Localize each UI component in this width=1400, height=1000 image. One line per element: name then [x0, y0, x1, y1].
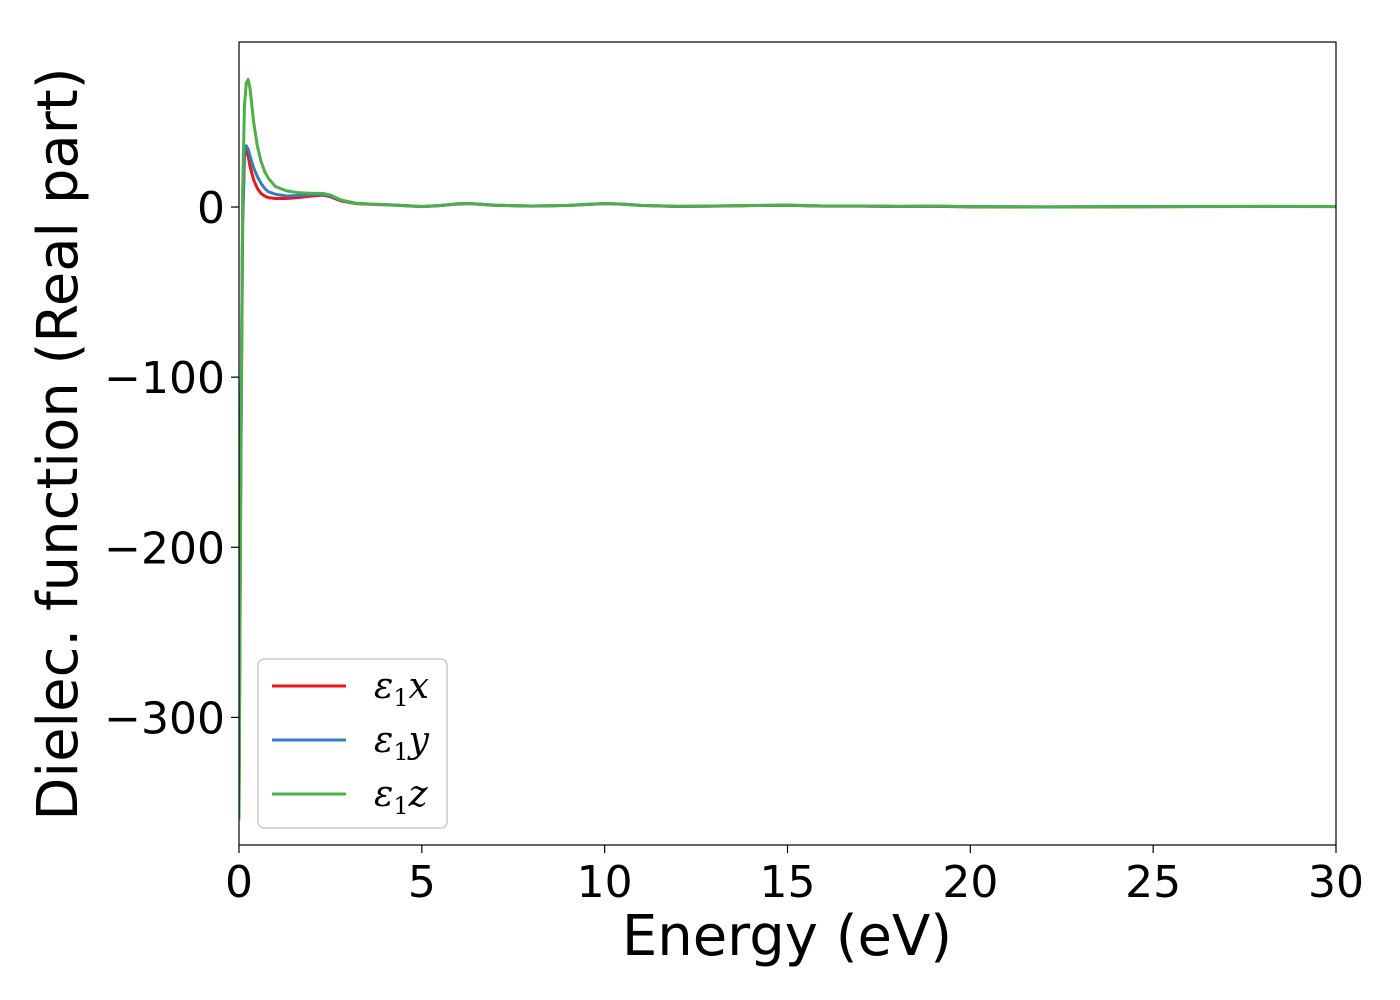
- y-tick-label: −300: [104, 693, 225, 744]
- series-line-z: [239, 77, 1336, 820]
- legend-frame: [257, 658, 448, 829]
- x-tick-label: 25: [1125, 857, 1181, 908]
- x-axis-label: Energy (eV): [622, 904, 952, 969]
- x-tick-label: 5: [408, 857, 436, 908]
- x-tick-label: 15: [760, 857, 816, 908]
- y-axis-label: Dielec. function (Real part): [26, 67, 91, 820]
- x-tick-label: 10: [577, 857, 633, 908]
- legend-label-x: ε1x: [374, 666, 429, 712]
- x-tick-label: 30: [1308, 857, 1364, 908]
- legend-label-y: ε1y: [374, 720, 430, 766]
- legend: ε1x ε1y ε1z: [257, 658, 448, 829]
- legend-label-z: ε1z: [374, 774, 429, 820]
- x-axis-ticks: 0 5 10 15 20 25 30: [225, 845, 1364, 908]
- series-layer: [239, 77, 1336, 820]
- x-tick-label: 20: [942, 857, 998, 908]
- y-axis-ticks: 0 −100 −200 −300: [104, 183, 239, 744]
- y-tick-label: 0: [197, 183, 225, 234]
- y-tick-label: −200: [104, 523, 225, 574]
- y-tick-label: −100: [104, 353, 225, 404]
- x-tick-label: 0: [225, 857, 253, 908]
